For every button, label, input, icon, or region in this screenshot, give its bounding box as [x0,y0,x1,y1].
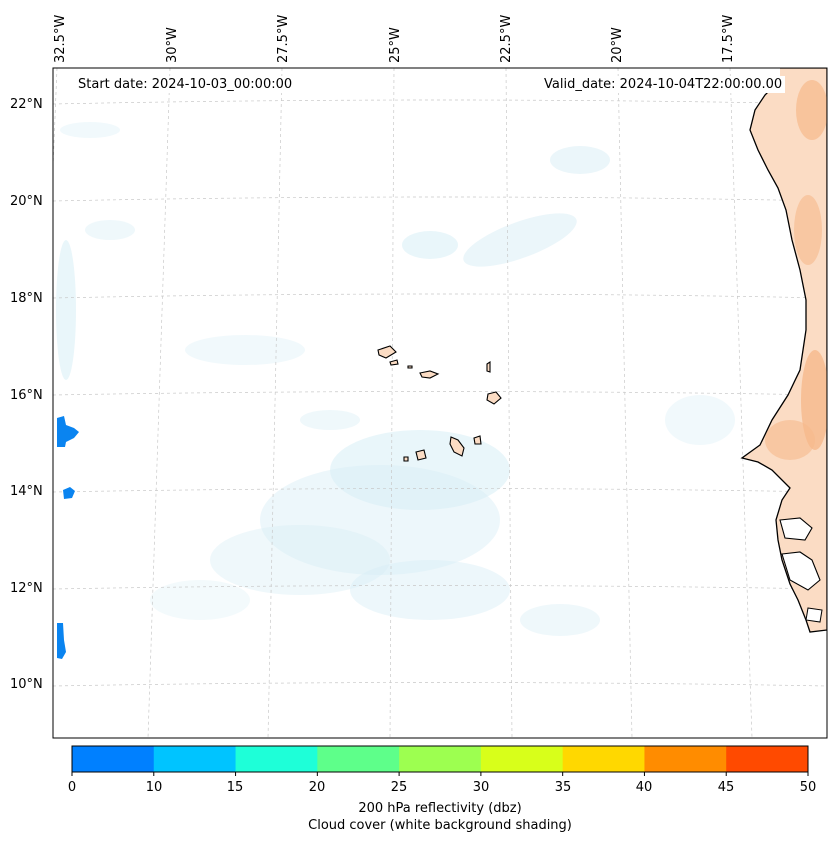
colorbar-frame [71,745,809,773]
colorbar-tick: 25 [390,780,408,795]
african-coast [740,68,827,633]
colorbar-segment [562,746,645,772]
map-frame [52,67,828,739]
colorbar-tick: 40 [635,780,653,795]
start-date-label: Start date: 2024-10-03_00:00:00 [75,76,296,93]
colorbar-tick: 20 [308,780,326,795]
colorbar-segment [317,746,400,772]
lon-label-20w: 20°W [610,27,625,63]
lon-label-17-5w: 17.5°W [721,14,736,63]
cloud-cover-shading [56,122,735,636]
graticule [53,68,827,738]
colorbar-title: 200 hPa reflectivity (dbz) [358,801,522,816]
colorbar-tick: 30 [472,780,490,795]
lat-label-20n: 20°N [10,194,43,209]
colorbar-segment [235,746,318,772]
reflectivity-echoes [57,416,79,659]
colorbar-segment [726,746,809,772]
colorbar-segment [399,746,482,772]
colorbar-segment [153,746,237,772]
colorbar-subtitle: Cloud cover (white background shading) [308,818,572,833]
colorbar-segment [72,746,155,772]
lat-label-10n: 10°N [10,677,43,692]
valid-date-label: Valid_date: 2024-10-04T22:00:00.00 [541,76,786,93]
lon-label-27-5w: 27.5°W [276,14,291,63]
colorbar-tick: 10 [145,780,163,795]
colorbar-tick: 50 [799,780,817,795]
lat-label-14n: 14°N [10,484,43,499]
cape-verde-islands [377,345,502,462]
lon-label-22-5w: 22.5°W [499,14,514,63]
colorbar-tick: 45 [717,780,735,795]
colorbar-tick: 0 [67,780,77,795]
colorbar-tick: 35 [554,780,572,795]
lon-label-30w: 30°W [165,27,180,63]
colorbar-segment [644,746,727,772]
reflectivity-colorbar [71,745,809,776]
lon-label-32-5w: 32.5°W [53,14,68,63]
lon-label-25w: 25°W [388,27,403,63]
lat-label-22n: 22°N [10,97,43,112]
colorbar-segment [480,746,564,772]
colorbar-tick: 15 [226,780,244,795]
lat-label-16n: 16°N [10,388,43,403]
lat-label-18n: 18°N [10,291,43,306]
lat-label-12n: 12°N [10,581,43,596]
